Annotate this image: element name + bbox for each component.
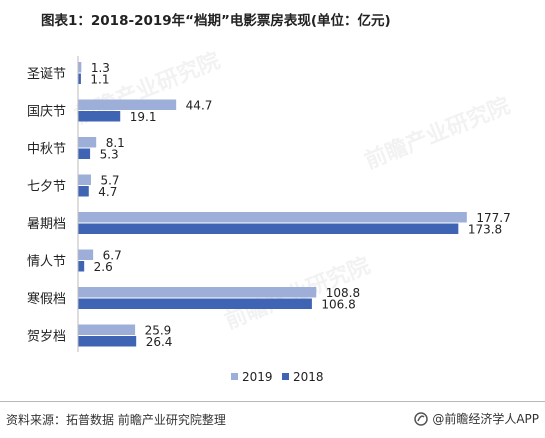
data-label: 106.8 <box>321 298 355 312</box>
data-label: 6.7 <box>103 249 122 263</box>
bar-2019 <box>78 324 136 335</box>
source-text: 资料来源：拓普数据 前瞻产业研究院整理 <box>6 413 226 427</box>
brand-credit: @前瞻经济学人APP <box>414 410 539 427</box>
plot-area: 圣诞节 1.31.1 国庆节 44.7 19.1 中秋节 8.15.3 七夕节 5.74.7 暑期… <box>27 56 511 352</box>
category-label: 贺岁档 <box>27 330 66 345</box>
data-label: 177.7 <box>476 211 510 225</box>
data-label: 1.3 <box>91 61 110 75</box>
category-label: 寒假档 <box>27 291 66 307</box>
legend-swatch-2019 <box>231 373 238 380</box>
bar-2018 <box>78 73 81 84</box>
bar-2019 <box>78 212 467 223</box>
legend: 2019 2018 <box>231 370 324 384</box>
bar-2018 <box>78 336 137 347</box>
bar-2018 <box>78 261 85 272</box>
category-label: 情人节 <box>27 255 66 270</box>
brand-logo-icon <box>414 411 429 426</box>
bar-2018 <box>78 186 89 197</box>
bar-2019 <box>78 137 97 148</box>
bar-2018 <box>78 111 121 122</box>
brand-text: @前瞻经济学人APP <box>432 412 539 426</box>
data-label: 19.1 <box>130 110 157 124</box>
bar-2018 <box>78 148 91 159</box>
data-label: 25.9 <box>145 324 172 338</box>
bar-2019 <box>78 62 82 73</box>
data-label: 4.7 <box>98 185 117 199</box>
legend-label: 2018 <box>293 370 324 384</box>
legend-label: 2019 <box>242 370 273 384</box>
data-label: 1.1 <box>90 73 109 87</box>
category-label: 国庆节 <box>27 105 66 120</box>
data-label: 44.7 <box>186 99 213 113</box>
data-label: 173.8 <box>468 223 502 237</box>
data-label: 108.8 <box>326 286 360 300</box>
source-note: 资料来源：拓普数据 前瞻产业研究院整理 <box>6 411 226 428</box>
watermark-text: 前瞻产业研究院 <box>361 93 514 175</box>
bar-2018 <box>78 298 312 309</box>
data-label: 8.1 <box>106 136 125 150</box>
bar-2019 <box>78 99 177 110</box>
bar-2019 <box>78 249 94 260</box>
category-label: 暑期档 <box>27 217 66 232</box>
bar-2019 <box>78 287 317 298</box>
footer-divider <box>0 401 545 402</box>
data-label: 26.4 <box>146 335 173 349</box>
bar-2019 <box>78 174 91 185</box>
category-label: 七夕节 <box>27 180 66 195</box>
data-label: 5.3 <box>100 148 119 162</box>
category-label: 圣诞节 <box>27 67 66 82</box>
chart-title: 图表1：2018-2019年“档期”电影票房表现(单位：亿元) <box>41 12 391 29</box>
category-label: 中秋节 <box>27 142 66 157</box>
legend-swatch-2018 <box>282 373 289 380</box>
bar-2018 <box>78 223 459 234</box>
data-label: 5.7 <box>100 174 119 188</box>
data-label: 2.6 <box>94 260 113 274</box>
